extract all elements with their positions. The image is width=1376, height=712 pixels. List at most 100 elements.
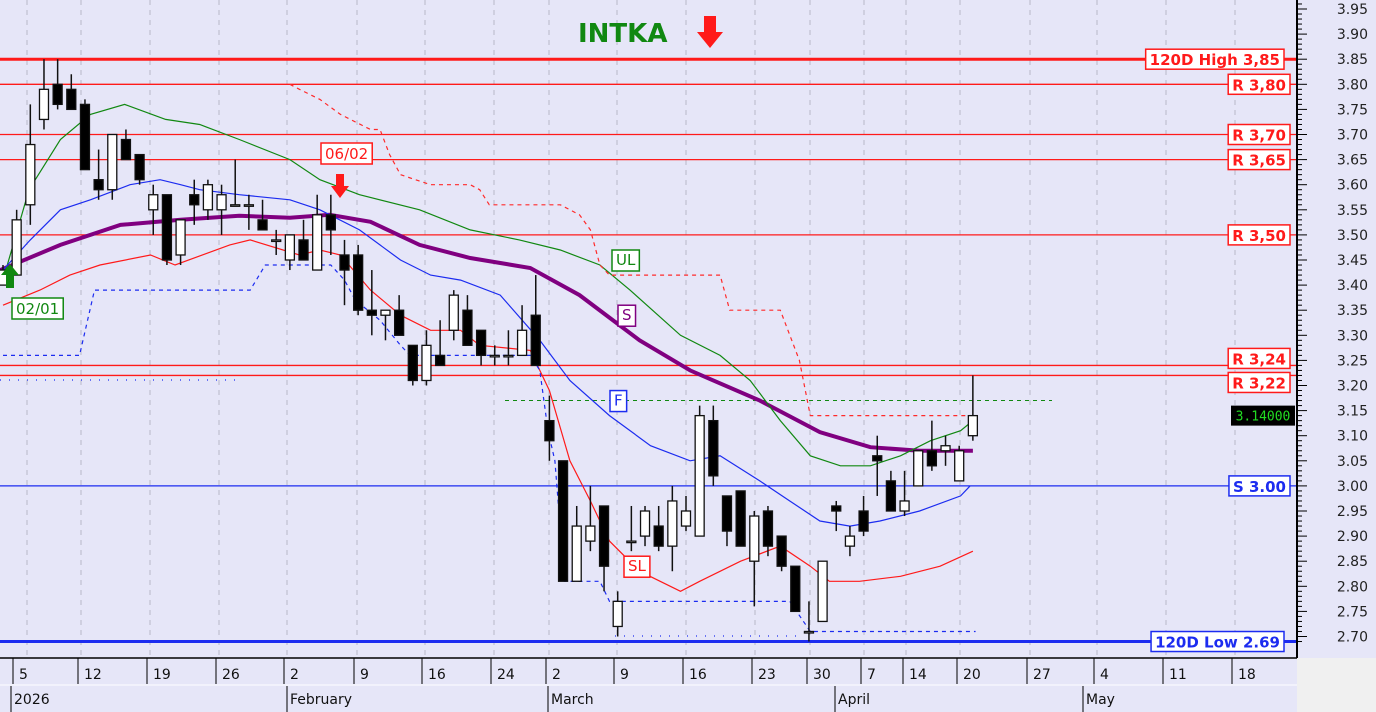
- date-tick-label: 7: [867, 667, 876, 683]
- price-tick-label: 3.65: [1337, 153, 1368, 169]
- candle: [230, 159, 241, 207]
- candle: [503, 330, 514, 366]
- date-tick-label: 24: [497, 667, 515, 683]
- month-label: 2026: [14, 692, 50, 708]
- candle-body-down: [776, 535, 787, 567]
- date-tick-label: 9: [360, 667, 369, 683]
- candle-body-up: [25, 143, 36, 206]
- candle-body-down: [598, 505, 610, 567]
- candle-body-down: [366, 309, 377, 316]
- candle-body-up: [694, 414, 705, 537]
- candle-body-down: [735, 490, 746, 547]
- signal-date-label: 02/01: [16, 300, 59, 318]
- candle-body-up: [216, 194, 227, 211]
- candle: [175, 219, 186, 266]
- candle-body-down: [708, 419, 719, 477]
- price-tick-label: 3.20: [1337, 379, 1368, 395]
- series-tag-s: S: [622, 306, 632, 324]
- price-tick-label: 2.90: [1337, 529, 1368, 545]
- candle: [148, 184, 159, 235]
- series-f-line: [2, 179, 971, 527]
- candle-body-up: [243, 204, 255, 207]
- candle: [393, 295, 405, 336]
- candle-body-down: [926, 450, 938, 467]
- candle: [940, 435, 951, 466]
- candle-body-down: [161, 194, 173, 261]
- candle: [735, 490, 746, 547]
- price-tick-label: 3.40: [1337, 278, 1368, 294]
- reference-label-box: [1227, 123, 1291, 146]
- series-tag-f: F: [614, 392, 623, 410]
- candle-body-up: [448, 294, 459, 331]
- candle-body-down: [353, 254, 364, 311]
- candle-body-up: [230, 204, 241, 207]
- chart-title-text: INTKA: [578, 19, 667, 49]
- reference-label: R 3,50: [1232, 227, 1286, 245]
- date-axis[interactable]: 5 12 19 26 2 9 16 24 2 9 16 23 30 7 14 20 27 4 11 18 2026 Feb…: [0, 657, 1376, 712]
- candle: [680, 495, 692, 532]
- date-tick-label: 16: [428, 667, 446, 683]
- candle: [790, 565, 801, 613]
- candle: [530, 275, 541, 367]
- price-axis[interactable]: 3.95 3.90 3.85 3.80 3.75 3.70 3.65 3.60 3.55 3.50…: [1231, 0, 1376, 658]
- candle: [653, 505, 664, 552]
- price-tick-label: 2.80: [1337, 579, 1368, 595]
- candle-body-up: [626, 540, 637, 544]
- month-label: March: [551, 692, 594, 708]
- candle-body-down: [434, 354, 446, 367]
- series-tag-box: [617, 304, 637, 327]
- candle: [120, 129, 132, 161]
- candle: [926, 420, 938, 471]
- candle: [858, 495, 869, 537]
- corner-box: [1297, 658, 1376, 712]
- candle: [571, 505, 582, 582]
- candle: [667, 485, 678, 572]
- price-tick-label: 3.70: [1337, 128, 1368, 144]
- candle-body-up: [503, 354, 514, 358]
- date-tick-label: 4: [1100, 667, 1109, 683]
- candle-body-up: [899, 500, 910, 512]
- reference-label-box: [1227, 148, 1291, 171]
- candle-body-down: [653, 525, 664, 547]
- candle: [298, 219, 309, 261]
- price-tick-label: 3.35: [1337, 303, 1368, 319]
- candle: [339, 239, 350, 306]
- candle: [899, 470, 910, 517]
- candle: [844, 526, 856, 557]
- candle: [134, 153, 145, 185]
- price-tick-label: 3.55: [1337, 203, 1368, 219]
- reference-label-box: [1228, 475, 1291, 497]
- price-tick-label: 3.60: [1337, 178, 1368, 194]
- series-upper-stop-line: [289, 83, 971, 417]
- candle: [557, 460, 569, 582]
- reference-label-box: [1227, 224, 1291, 246]
- reference-label: 120D High 3,85: [1150, 51, 1280, 69]
- candle-body-up: [954, 450, 965, 482]
- date-tick-label: 18: [1238, 667, 1256, 683]
- reference-label: R 3,24: [1232, 350, 1286, 368]
- candle-body-down: [189, 194, 200, 206]
- reference-label-box: [1144, 48, 1285, 70]
- candle: [284, 234, 296, 271]
- candle-body-down: [339, 254, 350, 271]
- down-arrow-icon: [697, 16, 723, 48]
- reference-label: R 3,65: [1232, 152, 1286, 170]
- price-tick-label: 2.75: [1337, 604, 1368, 620]
- candle-body-down: [120, 138, 132, 161]
- candle: [66, 74, 77, 111]
- candle-body-up: [11, 219, 22, 276]
- series-tag-ul: UL: [616, 251, 636, 269]
- candle-body-up: [940, 445, 951, 452]
- candle-body-down: [393, 309, 405, 336]
- candle-body-down: [872, 455, 883, 462]
- month-label: May: [1086, 692, 1115, 708]
- price-tick-label: 3.00: [1337, 479, 1368, 495]
- price-tick-label: 3.80: [1337, 77, 1368, 93]
- candle-body-down: [858, 510, 869, 532]
- candle: [817, 560, 828, 623]
- candle: [872, 435, 883, 496]
- candle: [257, 199, 268, 231]
- price-tick-label: 3.05: [1337, 454, 1368, 470]
- candle-body-up: [421, 344, 432, 382]
